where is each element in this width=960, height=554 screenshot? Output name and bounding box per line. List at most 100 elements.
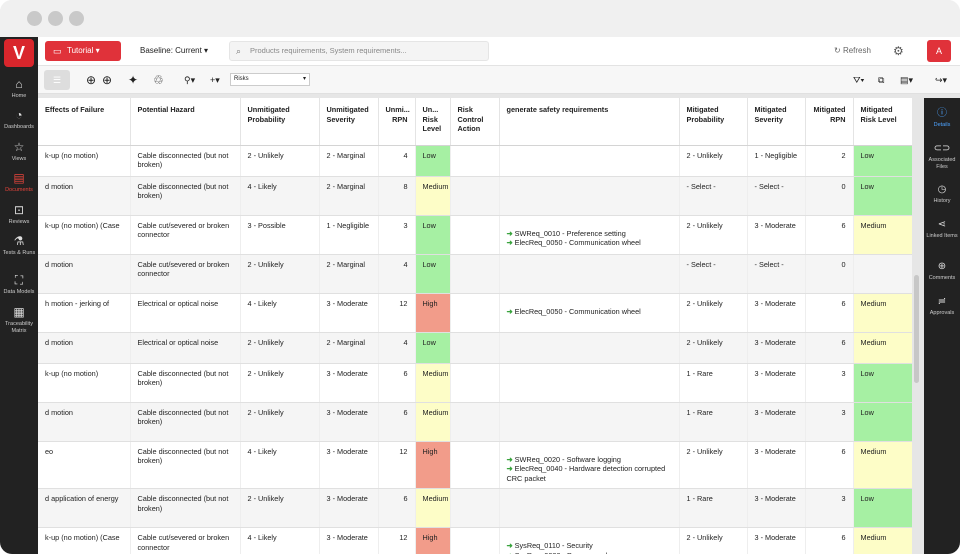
- cell-reqs[interactable]: [499, 402, 680, 442]
- safety-requirement-link[interactable]: ➜ ElecReq_0050 - Communication wheel: [507, 307, 672, 317]
- cell-uprob[interactable]: 2 - Unlikely: [240, 254, 320, 294]
- cell-msev[interactable]: 3 - Moderate: [747, 332, 806, 364]
- cell-uprob[interactable]: 3 - Possible: [240, 215, 320, 255]
- cell-uprob[interactable]: 2 - Unlikely: [240, 332, 320, 364]
- cell-uprob[interactable]: 2 - Unlikely: [240, 488, 320, 528]
- gear-icon[interactable]: ⚙: [893, 44, 904, 58]
- cell-action[interactable]: [450, 527, 500, 554]
- cell-hazard[interactable]: Cable cut/severed or broken connector: [130, 254, 241, 294]
- cell-mlevel[interactable]: Low: [853, 145, 912, 177]
- cell-ulevel[interactable]: High: [415, 293, 451, 333]
- cell-urpn[interactable]: 8: [378, 176, 416, 216]
- cell-usev[interactable]: 2 - Marginal: [319, 332, 379, 364]
- cell-uprob[interactable]: 4 - Likely: [240, 441, 320, 489]
- column-header[interactable]: Mitigated Severity: [747, 98, 806, 146]
- cell-effect[interactable]: eo: [38, 441, 131, 489]
- cell-action[interactable]: [450, 215, 500, 255]
- refresh-button[interactable]: ↻ Refresh: [834, 41, 871, 61]
- cell-effect[interactable]: d motion: [38, 176, 131, 216]
- cell-reqs[interactable]: ➜ SWReq_0010 - Preference setting ➜ ElecR…: [499, 215, 680, 255]
- panel-approvals[interactable]: ≓ Approvals: [924, 296, 960, 317]
- panel-history[interactable]: ◷ History: [924, 184, 960, 205]
- cell-uprob[interactable]: 4 - Likely: [240, 293, 320, 333]
- table-row[interactable]: d motion Cable disconnected (but not brok…: [38, 402, 912, 442]
- cell-urpn[interactable]: 6: [378, 488, 416, 528]
- cell-msev[interactable]: 3 - Moderate: [747, 215, 806, 255]
- cell-action[interactable]: [450, 332, 500, 364]
- cell-hazard[interactable]: Cable disconnected (but not broken): [130, 402, 241, 442]
- select-mode-icon[interactable]: ☰: [44, 70, 70, 90]
- cell-ulevel[interactable]: Medium: [415, 402, 451, 442]
- cell-ulevel[interactable]: High: [415, 441, 451, 489]
- cell-reqs[interactable]: [499, 488, 680, 528]
- cell-effect[interactable]: k-up (no motion) (Case: [38, 215, 131, 255]
- cell-mprob[interactable]: - Select -: [679, 254, 748, 294]
- panel-comments[interactable]: ⊕ Comments: [924, 261, 960, 282]
- cell-mprob[interactable]: 1 - Rare: [679, 488, 748, 528]
- cell-mprob[interactable]: 2 - Unlikely: [679, 293, 748, 333]
- cell-mrpn[interactable]: 6: [805, 293, 854, 333]
- nav-traceability-matrix[interactable]: ▦ Traceability Matrix: [0, 305, 38, 334]
- nav-reviews[interactable]: ⊡ Reviews: [0, 203, 38, 226]
- cell-effect[interactable]: d application of energy: [38, 488, 131, 528]
- cell-ulevel[interactable]: Medium: [415, 488, 451, 528]
- cell-usev[interactable]: 2 - Marginal: [319, 176, 379, 216]
- cell-effect[interactable]: d motion: [38, 402, 131, 442]
- cell-usev[interactable]: 3 - Moderate: [319, 441, 379, 489]
- column-header[interactable]: Mitigated Risk Level: [853, 98, 912, 146]
- cell-mprob[interactable]: 1 - Rare: [679, 363, 748, 403]
- nav-views[interactable]: ☆ Views: [0, 140, 38, 163]
- panel-linked-items[interactable]: ⋖ Linked Items: [924, 219, 960, 240]
- cell-hazard[interactable]: Cable disconnected (but not broken): [130, 441, 241, 489]
- search-input[interactable]: ⌕ Products requirements, System requireme…: [229, 41, 489, 61]
- safety-requirement-link[interactable]: ➜ SysReq_0080 - Power supply: [507, 551, 672, 554]
- safety-requirement-link[interactable]: ➜ SWReq_0010 - Preference setting: [507, 229, 672, 239]
- cell-usev[interactable]: 2 - Marginal: [319, 145, 379, 177]
- cell-mrpn[interactable]: 3: [805, 488, 854, 528]
- app-logo[interactable]: V: [4, 39, 34, 67]
- cell-mlevel[interactable]: Medium: [853, 293, 912, 333]
- cell-reqs[interactable]: [499, 176, 680, 216]
- table-row[interactable]: h motion - jerking of Electrical or optic…: [38, 293, 912, 333]
- cell-action[interactable]: [450, 293, 500, 333]
- insert-icon[interactable]: +▾: [210, 75, 220, 85]
- cell-mlevel[interactable]: Medium: [853, 215, 912, 255]
- cell-usev[interactable]: 1 - Negligible: [319, 215, 379, 255]
- cell-mrpn[interactable]: 0: [805, 176, 854, 216]
- cell-effect[interactable]: k-up (no motion): [38, 145, 131, 177]
- cell-urpn[interactable]: 4: [378, 332, 416, 364]
- cell-hazard[interactable]: Electrical or optical noise: [130, 293, 241, 333]
- cell-reqs[interactable]: ➜ ElecReq_0050 - Communication wheel: [499, 293, 680, 333]
- cell-usev[interactable]: 3 - Moderate: [319, 402, 379, 442]
- cell-mlevel[interactable]: Medium: [853, 527, 912, 554]
- cell-uprob[interactable]: 2 - Unlikely: [240, 402, 320, 442]
- cell-hazard[interactable]: Cable disconnected (but not broken): [130, 145, 241, 177]
- column-header[interactable]: Unmitigated Probability: [240, 98, 320, 146]
- cell-usev[interactable]: 3 - Moderate: [319, 488, 379, 528]
- cell-mlevel[interactable]: Low: [853, 488, 912, 528]
- cell-mprob[interactable]: 1 - Rare: [679, 402, 748, 442]
- cell-ulevel[interactable]: Low: [415, 254, 451, 294]
- cell-mlevel[interactable]: Low: [853, 176, 912, 216]
- cell-hazard[interactable]: Cable disconnected (but not broken): [130, 488, 241, 528]
- cell-msev[interactable]: 3 - Moderate: [747, 488, 806, 528]
- cell-reqs[interactable]: ➜ SWReq_0020 - Software logging ➜ ElecReq…: [499, 441, 680, 489]
- user-button[interactable]: A: [927, 40, 951, 62]
- column-header[interactable]: Mitigated RPN: [805, 98, 854, 146]
- cell-mlevel[interactable]: [853, 254, 912, 294]
- cell-mrpn[interactable]: 3: [805, 363, 854, 403]
- cell-action[interactable]: [450, 441, 500, 489]
- cell-reqs[interactable]: ➜ SysReq_0110 - Security➜ SysReq_0080 - …: [499, 527, 680, 554]
- cell-msev[interactable]: 3 - Moderate: [747, 363, 806, 403]
- cell-ulevel[interactable]: Low: [415, 145, 451, 177]
- table-row[interactable]: d motion Cable disconnected (but not brok…: [38, 176, 912, 216]
- cell-msev[interactable]: - Select -: [747, 176, 806, 216]
- cell-action[interactable]: [450, 176, 500, 216]
- cell-reqs[interactable]: [499, 145, 680, 177]
- column-header[interactable]: Unmitigated Severity: [319, 98, 379, 146]
- cell-mprob[interactable]: 2 - Unlikely: [679, 332, 748, 364]
- cell-hazard[interactable]: Cable cut/severed or broken connector: [130, 215, 241, 255]
- share-arrow-icon[interactable]: ↪▾: [935, 75, 948, 85]
- table-row[interactable]: k-up (no motion) (Case Cable cut/severed …: [38, 215, 912, 255]
- column-header[interactable]: Potential Hazard: [130, 98, 241, 146]
